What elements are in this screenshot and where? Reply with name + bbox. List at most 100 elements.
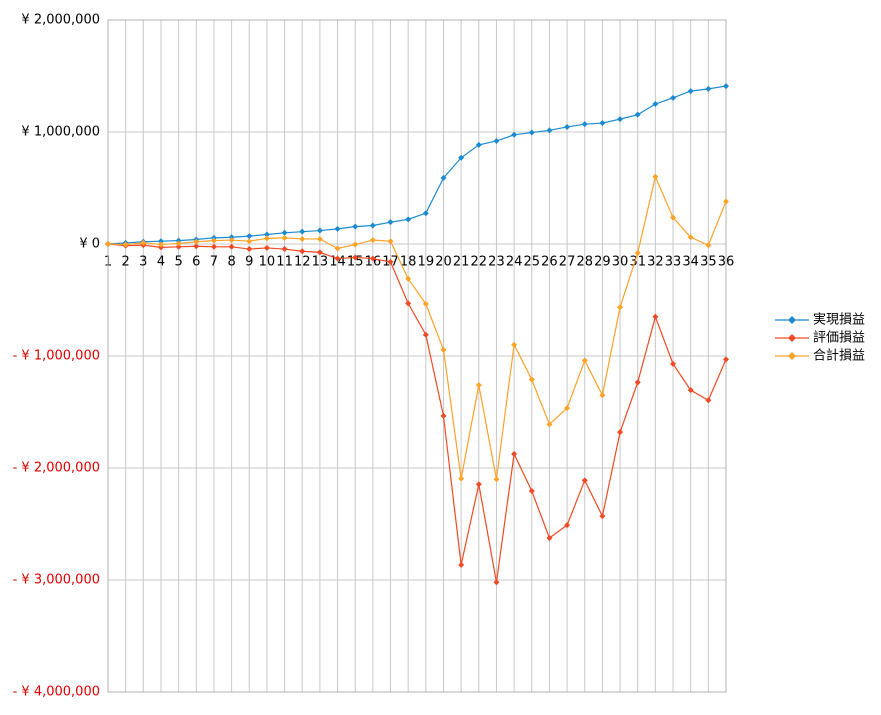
x-tick-label: 22 bbox=[471, 255, 488, 270]
data-point bbox=[175, 240, 182, 247]
data-point bbox=[599, 392, 606, 399]
data-point bbox=[210, 243, 217, 250]
data-point bbox=[511, 451, 518, 457]
data-point bbox=[723, 83, 729, 90]
x-tick-label: 10 bbox=[259, 255, 276, 270]
y-tick-label: ¥ 1,000,000 bbox=[21, 125, 100, 140]
y-tick-label: ¥ 2,000,000 bbox=[21, 13, 100, 28]
y-tick-label: - ¥ 3,000,000 bbox=[13, 573, 100, 588]
data-point bbox=[387, 238, 394, 245]
x-tick-label: 28 bbox=[576, 255, 593, 270]
data-point bbox=[617, 116, 624, 123]
data-point bbox=[193, 238, 200, 245]
x-tick-label: 5 bbox=[174, 255, 182, 270]
data-point bbox=[528, 376, 535, 383]
data-point bbox=[475, 481, 482, 488]
data-point bbox=[687, 88, 694, 95]
x-tick-label: 35 bbox=[700, 255, 717, 270]
data-point bbox=[705, 85, 712, 92]
x-tick-label: 26 bbox=[541, 255, 558, 270]
x-tick-label: 12 bbox=[294, 255, 311, 270]
data-point bbox=[475, 141, 482, 148]
data-point bbox=[546, 127, 553, 134]
data-point bbox=[581, 357, 588, 364]
data-point bbox=[440, 174, 447, 181]
x-tick-label: 6 bbox=[192, 255, 200, 270]
data-point bbox=[652, 313, 659, 320]
data-point bbox=[122, 241, 129, 248]
x-tick-label: 9 bbox=[245, 255, 253, 270]
x-tick-label: 21 bbox=[453, 255, 470, 270]
data-point bbox=[352, 254, 359, 261]
data-point bbox=[723, 356, 729, 363]
data-point bbox=[299, 228, 306, 235]
x-tick-label: 23 bbox=[488, 255, 505, 270]
data-point bbox=[670, 214, 677, 221]
data-point bbox=[458, 154, 465, 161]
data-point bbox=[228, 243, 235, 250]
data-point bbox=[705, 397, 712, 404]
data-point bbox=[157, 238, 164, 245]
data-point bbox=[281, 234, 288, 241]
data-point bbox=[334, 255, 341, 262]
data-point bbox=[511, 131, 518, 138]
data-point bbox=[352, 223, 359, 230]
data-point bbox=[564, 522, 571, 529]
data-point bbox=[670, 360, 677, 367]
data-point bbox=[687, 234, 694, 241]
data-point bbox=[246, 233, 253, 240]
legend-marker bbox=[788, 334, 796, 342]
legend-label: 合計損益 bbox=[813, 348, 865, 364]
data-point bbox=[617, 304, 624, 311]
x-tick-label: 32 bbox=[647, 255, 664, 270]
data-point bbox=[546, 535, 553, 541]
data-point bbox=[564, 405, 571, 412]
x-tick-label: 24 bbox=[506, 255, 523, 270]
data-point bbox=[105, 241, 111, 247]
data-point bbox=[581, 477, 588, 484]
x-tick-label: 3 bbox=[139, 255, 147, 270]
data-point bbox=[493, 579, 500, 586]
legend-marker bbox=[788, 316, 796, 324]
data-point bbox=[316, 249, 323, 256]
data-point bbox=[564, 123, 571, 130]
data-point bbox=[458, 475, 465, 482]
data-point bbox=[299, 248, 306, 255]
x-tick-label: 25 bbox=[523, 255, 540, 270]
x-tick-label: 29 bbox=[594, 255, 611, 270]
data-point bbox=[405, 275, 412, 282]
x-tick-label: 27 bbox=[559, 255, 576, 270]
data-point bbox=[387, 219, 394, 226]
data-point bbox=[369, 237, 376, 244]
data-point bbox=[299, 235, 306, 242]
data-point bbox=[634, 111, 641, 118]
x-tick-label: 18 bbox=[400, 255, 417, 270]
data-point bbox=[387, 258, 394, 265]
data-point bbox=[175, 243, 182, 250]
y-tick-label: - ¥ 4,000,000 bbox=[13, 685, 100, 700]
data-point bbox=[405, 300, 412, 307]
x-tick-label: 11 bbox=[276, 255, 293, 270]
x-tick-label: 7 bbox=[210, 255, 218, 270]
data-point bbox=[352, 241, 359, 248]
x-tick-label: 31 bbox=[629, 255, 646, 270]
data-point bbox=[458, 561, 465, 568]
x-tick-label: 33 bbox=[665, 255, 682, 270]
data-point bbox=[228, 237, 235, 244]
legend-marker bbox=[788, 352, 796, 360]
data-point bbox=[210, 237, 217, 244]
data-point bbox=[599, 513, 606, 520]
data-point bbox=[422, 331, 429, 338]
series-line bbox=[107, 243, 727, 583]
plot-border bbox=[107, 19, 727, 693]
data-point bbox=[581, 121, 588, 128]
data-point bbox=[511, 341, 518, 348]
data-point bbox=[263, 244, 270, 251]
data-point bbox=[140, 239, 147, 246]
data-point bbox=[652, 101, 659, 107]
x-tick-label: 20 bbox=[435, 255, 452, 270]
series-line bbox=[107, 174, 727, 480]
data-point bbox=[493, 137, 500, 144]
data-point bbox=[617, 429, 624, 436]
x-tick-label: 4 bbox=[157, 255, 165, 270]
